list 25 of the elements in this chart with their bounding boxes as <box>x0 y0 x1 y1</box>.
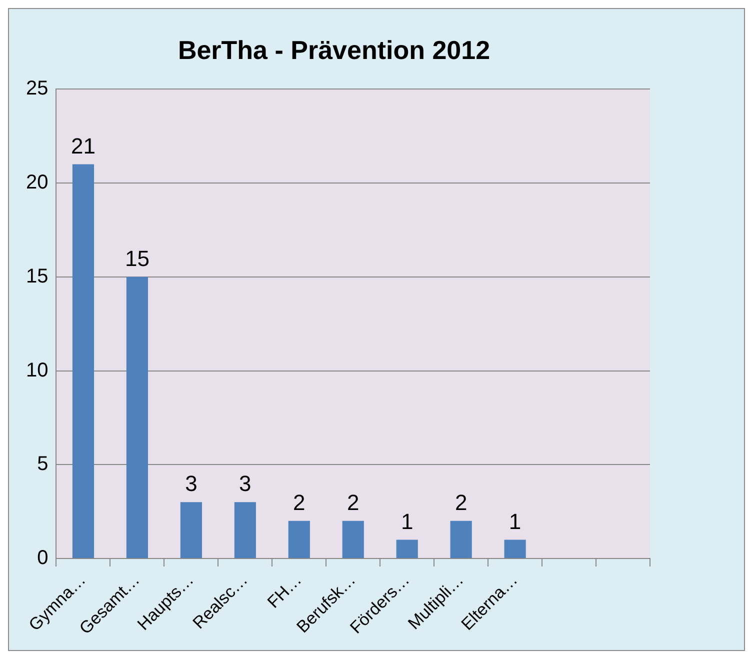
bar <box>288 520 310 558</box>
chart-title: BerTha - Prävention 2012 <box>178 34 490 65</box>
data-label: 3 <box>239 471 252 496</box>
bar <box>72 164 94 558</box>
bar <box>126 276 148 558</box>
data-label: 2 <box>347 490 360 515</box>
bar <box>504 540 526 558</box>
data-label: 15 <box>124 246 150 271</box>
bar <box>234 502 256 558</box>
bar <box>342 520 364 558</box>
y-tick-label: 0 <box>37 546 48 569</box>
data-label: 2 <box>293 490 306 515</box>
data-label: 1 <box>508 508 522 534</box>
y-tick-label: 5 <box>37 453 48 476</box>
y-tick-label: 20 <box>26 172 48 194</box>
data-label: 2 <box>454 490 468 515</box>
bar <box>180 502 202 558</box>
y-tick-label: 25 <box>26 78 48 100</box>
data-label: 1 <box>400 508 414 534</box>
y-tick-label: 10 <box>26 359 48 382</box>
bar <box>396 540 418 558</box>
data-label: 21 <box>70 133 96 158</box>
data-label: 3 <box>185 471 198 496</box>
bar <box>450 520 472 558</box>
y-tick-label: 15 <box>26 265 48 288</box>
